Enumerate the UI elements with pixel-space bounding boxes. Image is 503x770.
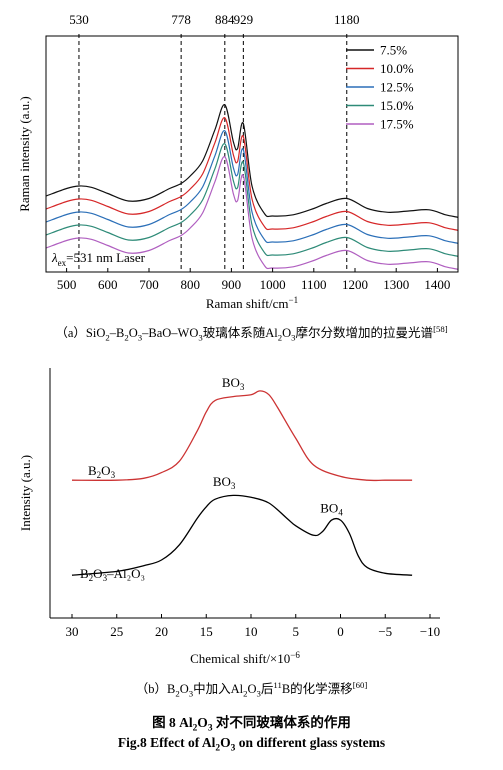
- raman-xtick-label: 1400: [424, 277, 450, 292]
- raman-chart: 530 778 884 929 1180 500 600 700 800 900 1000 1100…: [17, 12, 459, 311]
- raman-series-4: [45, 156, 459, 270]
- reference-label-884: 884: [215, 12, 235, 27]
- peak-label: BO3: [213, 474, 236, 491]
- raman-xtick-label: 1000: [260, 277, 286, 292]
- nmr-xtick-label: 10: [245, 624, 258, 639]
- raman-xtick-label: 1100: [301, 277, 327, 292]
- figure-title-en: Fig.8 Effect of Al2O3 on different glass…: [117, 735, 386, 754]
- caption-b: （b）B2O3中加入Al2O3后11B的化学漂移[60]: [135, 679, 368, 699]
- reference-label-1180: 1180: [334, 12, 360, 27]
- nmr-xtick-label: 25: [110, 624, 123, 639]
- reference-label-929: 929: [234, 12, 254, 27]
- nmr-series-0: [71, 390, 413, 482]
- nmr-xtick-label: 20: [155, 624, 168, 639]
- nmr-xlabel: Chemical shift/×10−6: [190, 650, 300, 666]
- reference-label-778: 778: [171, 12, 191, 27]
- raman-series-0: [45, 104, 459, 218]
- raman-series-1: [45, 117, 459, 231]
- figure-title-cn: 图 8 Al2O3 对不同玻璃体系的作用: [152, 715, 351, 734]
- raman-ylabel: Raman intensity (a.u.): [17, 96, 32, 212]
- raman-xtick-label: 500: [57, 277, 77, 292]
- raman-xtick-label: 900: [222, 277, 242, 292]
- legend-label: 7.5%: [380, 43, 407, 58]
- reference-label-530: 530: [69, 12, 89, 27]
- series-label-b2o3-al2o3: B2O3–Al₂O₃: [80, 566, 145, 583]
- raman-legend: 7.5% 10.0% 12.5% 15.0% 17.5%: [346, 43, 414, 132]
- raman-series-2: [45, 130, 459, 244]
- nmr-xtick-label: 5: [293, 624, 300, 639]
- series-label-b2o3: B2O3: [88, 463, 116, 480]
- raman-xtick-label: 700: [139, 277, 159, 292]
- legend-label: 17.5%: [380, 117, 414, 132]
- raman-plot-frame: [45, 35, 459, 273]
- caption-a: （a）SiO2–B2O3–BaO–WO3玻璃体系随Al2O3摩尔分数增加的拉曼光…: [55, 323, 448, 343]
- peak-label: BO4: [320, 501, 343, 518]
- peak-label: BO3: [222, 375, 245, 392]
- nmr-series-1: [71, 494, 413, 576]
- raman-xlabel: Raman shift/cm−1: [206, 295, 298, 311]
- nmr-xtick-label: −10: [420, 624, 440, 639]
- nmr-xtick-label: −5: [378, 624, 392, 639]
- nmr-xtick-label: 15: [200, 624, 213, 639]
- nmr-xtick-label: 0: [337, 624, 344, 639]
- raman-xtick-label: 600: [98, 277, 118, 292]
- raman-series-3: [45, 143, 459, 257]
- raman-xtick-label: 800: [180, 277, 200, 292]
- legend-label: 12.5%: [380, 80, 414, 95]
- raman-xtick-label: 1300: [383, 277, 409, 292]
- nmr-ylabel: Intensity (a.u.): [18, 455, 33, 531]
- raman-xtick-label: 1200: [342, 277, 368, 292]
- nmr-xtick-label: 30: [66, 624, 79, 639]
- legend-label: 10.0%: [380, 61, 414, 76]
- laser-annotation: λex=531 nm Laser: [51, 250, 146, 268]
- nmr-chart: 30 25 20 15 10 5 0 −5 −10 Intensity (a.u.) Chemi…: [18, 368, 440, 666]
- legend-label: 15.0%: [380, 98, 414, 113]
